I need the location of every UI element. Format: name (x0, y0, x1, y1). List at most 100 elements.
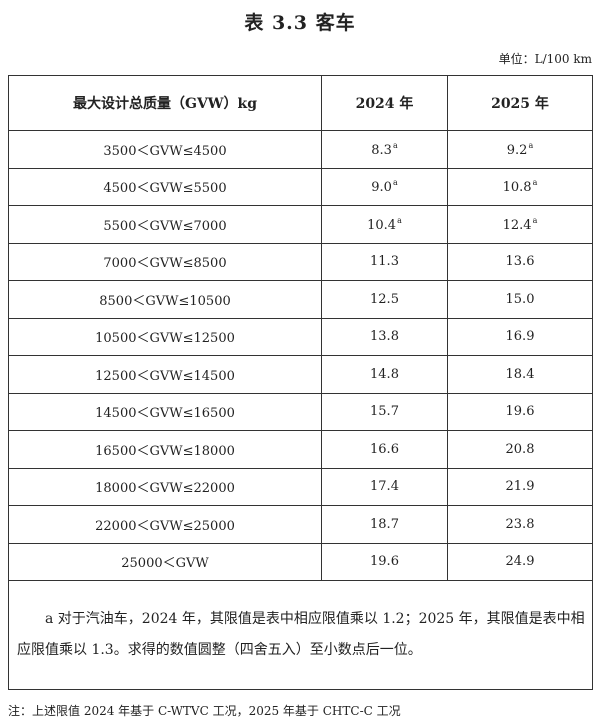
table-cell: 20.8 (447, 430, 593, 469)
table-cell: 16500＜GVW≤18000 (8, 430, 322, 469)
table-cell: 11.3 (321, 242, 448, 281)
cell-text: 22000＜GVW≤25000 (95, 518, 235, 534)
table-cell: 14.8 (321, 355, 448, 394)
table-cell: 17.4 (321, 467, 448, 506)
table-row: 16500＜GVW≤18000 16.6 20.8 (8, 430, 593, 469)
cell-text: 14500＜GVW≤16500 (95, 406, 235, 422)
table-row: 22000＜GVW≤25000 18.7 23.8 (8, 505, 593, 544)
table-cell: 18.7 (321, 505, 448, 544)
cell-text: 17.4 (370, 479, 399, 495)
table-row: 25000＜GVW 19.6 24.9 (8, 542, 593, 581)
table-cell: 16.9 (447, 317, 593, 356)
cell-text: 18.7 (370, 516, 399, 532)
footnote-marker: a (392, 178, 398, 188)
cell-text: 3500＜GVW≤4500 (103, 143, 227, 159)
cell-text: 13.8 (370, 329, 399, 345)
column-header: 最大设计总质量（GVW）kg (8, 75, 322, 131)
table-cell: 12500＜GVW≤14500 (8, 355, 322, 394)
table-cell: 9.0a (321, 167, 448, 206)
table-cell: 15.7 (321, 392, 448, 431)
cell-text: 4500＜GVW≤5500 (103, 181, 227, 197)
cell-text: 14.8 (370, 366, 399, 382)
table-cell: 23.8 (447, 505, 593, 544)
unit-label: 单位：L/100 km (498, 52, 592, 66)
cell-text: 25000＜GVW (121, 556, 209, 572)
footnote-row: a 对于汽油车，2024 年，其限值是表中相应限值乘以 1.2；2025 年，其… (8, 580, 593, 690)
cell-text: 10.4 (367, 217, 397, 233)
table-row: 3500＜GVW≤4500 8.3a 9.2a (8, 130, 593, 169)
table-cell: 12.5 (321, 280, 448, 319)
column-header: 2025 年 (447, 75, 593, 131)
table-row: 8500＜GVW≤10500 12.5 15.0 (8, 280, 593, 319)
table-cell: 19.6 (447, 392, 593, 431)
cell-text: 23.8 (505, 516, 535, 532)
cell-text: 11.3 (370, 254, 399, 270)
cell-text: 20.8 (505, 441, 535, 457)
cell-text: 24.9 (505, 554, 535, 570)
table-cell: 25000＜GVW (8, 542, 322, 581)
cell-text: 5500＜GVW≤7000 (103, 218, 227, 234)
cell-text: 16.6 (370, 441, 399, 457)
cell-text: 8.3 (371, 142, 392, 158)
table-cell: 18000＜GVW≤22000 (8, 467, 322, 506)
cell-text: 13.6 (505, 254, 535, 270)
table-cell: 12.4a (447, 205, 593, 244)
table-row: 7000＜GVW≤8500 11.3 13.6 (8, 242, 593, 281)
table-cell: 4500＜GVW≤5500 (8, 167, 322, 206)
table-row: 5500＜GVW≤7000 10.4a 12.4a (8, 205, 593, 244)
note: 注：上述限值 2024 年基于 C-WTVC 工况，2025 年基于 CHTC-… (8, 704, 401, 718)
table-row: 18000＜GVW≤22000 17.4 21.9 (8, 467, 593, 506)
cell-text: 16500＜GVW≤18000 (95, 443, 235, 459)
table-cell: 13.6 (447, 242, 593, 281)
table-row: 10500＜GVW≤12500 13.8 16.9 (8, 317, 593, 356)
cell-text: 18.4 (505, 366, 535, 382)
table-cell: 14500＜GVW≤16500 (8, 392, 322, 431)
cell-text: 12500＜GVW≤14500 (95, 368, 235, 384)
cell-text: 8500＜GVW≤10500 (99, 293, 231, 309)
table-cell: 3500＜GVW≤4500 (8, 130, 322, 169)
cell-text: 9.0 (371, 180, 392, 196)
column-header: 2024 年 (321, 75, 448, 131)
table-cell: 16.6 (321, 430, 448, 469)
cell-text: 7000＜GVW≤8500 (103, 256, 227, 272)
cell-text: 15.7 (370, 404, 399, 420)
cell-text: 16.9 (505, 329, 535, 345)
cell-text: 9.2 (506, 142, 528, 158)
footnote-marker: a (528, 140, 534, 150)
table-cell: 13.8 (321, 317, 448, 356)
cell-text: 21.9 (505, 479, 535, 495)
table-row: 4500＜GVW≤5500 9.0a 10.8a (8, 167, 593, 206)
table-cell: 5500＜GVW≤7000 (8, 205, 322, 244)
footnote-marker: a (392, 140, 398, 150)
table-cell: 19.6 (321, 542, 448, 581)
cell-text: 19.6 (505, 404, 535, 420)
cell-text: 18000＜GVW≤22000 (95, 481, 235, 497)
cell-text: 15.0 (505, 291, 535, 307)
table-cell: 24.9 (447, 542, 593, 581)
cell-text: 19.6 (370, 554, 399, 570)
cell-text: 10.8 (502, 180, 532, 196)
table-cell: 9.2a (447, 130, 593, 169)
footnote-marker: a (397, 215, 402, 225)
table-cell: 15.0 (447, 280, 593, 319)
cell-text: 12.4 (502, 217, 532, 233)
footnote-marker: a (532, 178, 538, 188)
cell-text: 12.5 (370, 291, 399, 307)
table-cell: 8.3a (321, 130, 448, 169)
table-cell: 10.8a (447, 167, 593, 206)
table-row: 12500＜GVW≤14500 14.8 18.4 (8, 355, 593, 394)
table-row: 14500＜GVW≤16500 15.7 19.6 (8, 392, 593, 431)
table-title: 表 3.3 客车 (244, 12, 356, 34)
table-cell: 21.9 (447, 467, 593, 506)
cell-text: 10500＜GVW≤12500 (95, 331, 235, 347)
table-cell: 22000＜GVW≤25000 (8, 505, 322, 544)
data-table: 最大设计总质量（GVW）kg 2024 年 2025 年 3500＜GVW≤4500 8… (8, 75, 593, 690)
table-cell: 10500＜GVW≤12500 (8, 317, 322, 356)
table-cell: 18.4 (447, 355, 593, 394)
footnote-marker: a (532, 215, 538, 225)
table-cell: 7000＜GVW≤8500 (8, 242, 322, 281)
table-cell: 8500＜GVW≤10500 (8, 280, 322, 319)
footnote: a 对于汽油车，2024 年，其限值是表中相应限值乘以 1.2；2025 年，其… (8, 580, 593, 690)
table-cell: 10.4a (321, 205, 448, 244)
